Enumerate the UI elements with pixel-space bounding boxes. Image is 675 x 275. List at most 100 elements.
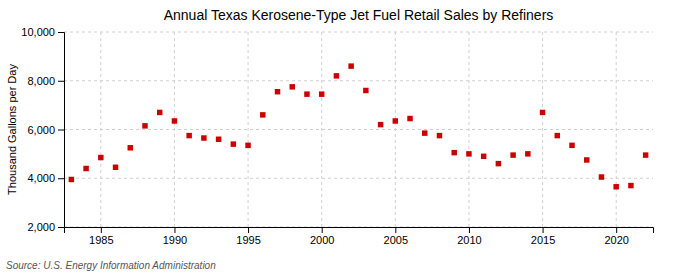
axis-line <box>58 33 65 228</box>
grid-line-y <box>64 129 653 130</box>
tick: 1990 <box>163 227 187 246</box>
point <box>289 84 294 89</box>
point <box>245 143 250 148</box>
tick: 2010 <box>457 227 481 246</box>
tick-label: 2000 <box>310 234 334 246</box>
points <box>69 63 649 189</box>
tick-mark <box>101 227 102 233</box>
grid-line-x <box>542 32 543 227</box>
tick-mark <box>58 81 64 82</box>
point <box>407 116 412 121</box>
grid-line-x <box>616 32 617 227</box>
tick-mark <box>58 227 64 228</box>
tick: 10,000 <box>21 26 64 38</box>
point <box>186 133 191 138</box>
point <box>142 123 147 128</box>
point <box>172 118 177 123</box>
tick-label: 6,000 <box>27 124 55 136</box>
grid-line-y <box>64 32 653 33</box>
tick-label: 2020 <box>604 234 628 246</box>
grid-line-x <box>248 32 249 227</box>
tick-label: 1990 <box>163 234 187 246</box>
tick-label: 2015 <box>531 234 555 246</box>
point <box>628 183 633 188</box>
point <box>98 155 103 160</box>
point <box>304 91 309 96</box>
point <box>466 151 471 156</box>
source-note: Source: U.S. Energy Information Administ… <box>6 260 216 271</box>
tick-mark <box>395 227 396 233</box>
grid-line-x <box>321 32 322 227</box>
tick-mark <box>174 227 175 233</box>
point <box>260 112 265 117</box>
tick-mark <box>58 178 64 179</box>
tick: 1995 <box>236 227 260 246</box>
tick-mark <box>616 227 617 233</box>
point <box>451 150 456 155</box>
tick-label: 10,000 <box>21 26 55 38</box>
point <box>363 88 368 93</box>
tick-label: 2005 <box>384 234 408 246</box>
point <box>540 110 545 115</box>
tick-mark <box>58 130 64 131</box>
title: Annual Texas Kerosene-Type Jet Fuel Reta… <box>164 7 554 23</box>
point <box>128 145 133 150</box>
tick-label: 1985 <box>89 234 113 246</box>
tick-mark <box>543 227 544 233</box>
tick: 1985 <box>89 227 113 246</box>
point <box>378 122 383 127</box>
y-axis: 2,000 4,000 6,000 8,000 10,000 <box>21 26 64 233</box>
point <box>157 110 162 115</box>
tick: 2000 <box>310 227 334 246</box>
tick-label: 2010 <box>457 234 481 246</box>
grid-line-x <box>468 32 469 227</box>
tick: 6,000 <box>27 124 64 136</box>
point <box>83 166 88 171</box>
tick: 8,000 <box>27 75 64 87</box>
grid-line-y <box>64 178 653 179</box>
tick-label: 2,000 <box>27 221 55 233</box>
tick-label: 8,000 <box>27 75 55 87</box>
tick: 2,000 <box>27 221 64 233</box>
point <box>393 118 398 123</box>
point <box>481 154 486 159</box>
point <box>113 165 118 170</box>
point <box>584 157 589 162</box>
chart: 1985 1990 1995 2000 2005 2010 2015 2020 2,000 4,0… <box>0 0 675 275</box>
axis-line <box>65 228 654 234</box>
point <box>510 152 515 157</box>
point <box>525 151 530 156</box>
x-axis: 1985 1990 1995 2000 2005 2010 2015 2020 <box>65 227 654 246</box>
point <box>599 174 604 179</box>
point <box>275 89 280 94</box>
tick: 2005 <box>384 227 408 246</box>
tick-mark <box>248 227 249 233</box>
plot-area: 1985 1990 1995 2000 2005 2010 2015 2020 2,000 4,0… <box>21 26 653 246</box>
grid-line-y <box>64 80 653 81</box>
grid-line-x <box>395 32 396 227</box>
point <box>569 143 574 148</box>
point <box>422 130 427 135</box>
tick-mark <box>58 32 64 33</box>
y-axis-label: Thousand Gallons per Day <box>6 64 18 195</box>
point <box>69 177 74 182</box>
tick-mark <box>322 227 323 233</box>
tick-label: 4,000 <box>27 172 55 184</box>
point <box>216 137 221 142</box>
grid-line-x <box>100 32 101 227</box>
point <box>613 184 618 189</box>
point <box>348 63 353 68</box>
tick: 2020 <box>604 227 628 246</box>
point <box>319 91 324 96</box>
point <box>437 133 442 138</box>
tick-mark <box>469 227 470 233</box>
point <box>643 152 648 157</box>
tick: 4,000 <box>27 172 64 184</box>
point <box>555 133 560 138</box>
grid <box>64 32 653 227</box>
grid-line-x <box>174 32 175 227</box>
point <box>201 135 206 140</box>
point <box>231 141 236 146</box>
tick-label: 1995 <box>236 234 260 246</box>
tick: 2015 <box>531 227 555 246</box>
